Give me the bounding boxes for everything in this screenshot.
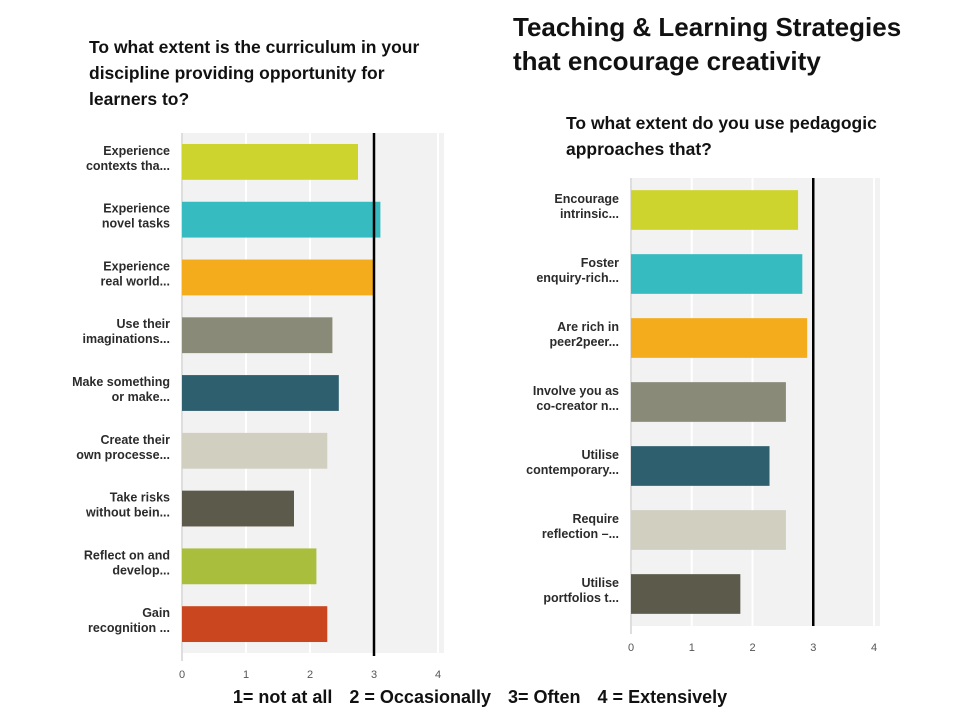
category-label: portfolios t... xyxy=(543,591,619,605)
category-label: Experience xyxy=(103,144,170,158)
legend-item-not-at-all: 1= not at all xyxy=(232,687,333,707)
x-tick-label: 3 xyxy=(371,669,377,681)
category-label: without bein... xyxy=(85,506,170,520)
bar xyxy=(631,574,741,614)
category-label: Make something xyxy=(72,375,170,389)
bar xyxy=(631,446,770,486)
category-label: real world... xyxy=(101,274,170,288)
category-label: or make... xyxy=(112,390,170,404)
category-label: Create their xyxy=(101,433,171,447)
category-label: Foster xyxy=(581,256,619,270)
category-label: Are rich in xyxy=(557,320,619,334)
x-tick-label: 3 xyxy=(810,642,816,654)
category-label: own processe... xyxy=(76,448,170,462)
category-label: contexts tha... xyxy=(86,159,170,173)
category-label: enquiry-rich... xyxy=(536,271,619,285)
chart-2-question: To what extent do you use pedagogic appr… xyxy=(566,113,877,159)
x-tick-label: 1 xyxy=(689,642,695,654)
category-label: Utilise xyxy=(581,448,619,462)
legend-item-extensively: 4 = Extensively xyxy=(597,687,728,707)
category-label: reflection –... xyxy=(542,527,619,541)
legend-item-often: 3= Often xyxy=(508,687,581,707)
category-label: Reflect on and xyxy=(84,548,170,562)
bar xyxy=(631,190,799,230)
category-label: contemporary... xyxy=(526,463,619,477)
chart-1-question: To what extent is the curriculum in your… xyxy=(89,37,420,109)
bar xyxy=(182,432,328,469)
bar xyxy=(182,548,317,585)
x-tick-label: 4 xyxy=(871,642,877,654)
bar xyxy=(182,606,328,643)
category-label: recognition ... xyxy=(88,621,170,635)
bar xyxy=(182,201,381,238)
bar xyxy=(182,375,339,411)
slide-title: Teaching & Learning Strategies that enco… xyxy=(513,12,902,76)
category-label: Involve you as xyxy=(533,384,619,398)
category-label: intrinsic... xyxy=(560,207,619,221)
category-label: novel tasks xyxy=(102,217,170,231)
category-label: Gain xyxy=(142,606,170,620)
category-label: imaginations... xyxy=(82,332,170,346)
bar xyxy=(631,254,803,294)
bar xyxy=(182,490,294,527)
bar xyxy=(631,510,786,550)
x-tick-label: 2 xyxy=(307,669,313,681)
category-label: develop... xyxy=(112,563,170,577)
category-label: peer2peer... xyxy=(550,335,620,349)
x-tick-label: 1 xyxy=(243,669,249,681)
category-label: Use their xyxy=(117,317,171,331)
category-label: Utilise xyxy=(581,576,619,590)
bar xyxy=(182,259,374,296)
x-tick-label: 0 xyxy=(179,669,185,681)
category-label: Take risks xyxy=(110,491,170,505)
category-label: Experience xyxy=(103,202,170,216)
category-label: co-creator n... xyxy=(536,399,619,413)
bar xyxy=(631,382,786,422)
category-label: Encourage xyxy=(554,192,619,206)
bar xyxy=(631,318,808,358)
x-tick-label: 2 xyxy=(749,642,755,654)
x-tick-label: 4 xyxy=(435,669,441,681)
scale-legend: 1= not at all 2 = Occasionally 3= Often … xyxy=(0,687,960,708)
legend-item-occasionally: 2 = Occasionally xyxy=(349,687,491,707)
category-label: Require xyxy=(572,512,619,526)
x-tick-label: 0 xyxy=(628,642,634,654)
bar xyxy=(182,317,333,354)
category-label: Experience xyxy=(103,259,170,273)
bar xyxy=(182,143,358,180)
